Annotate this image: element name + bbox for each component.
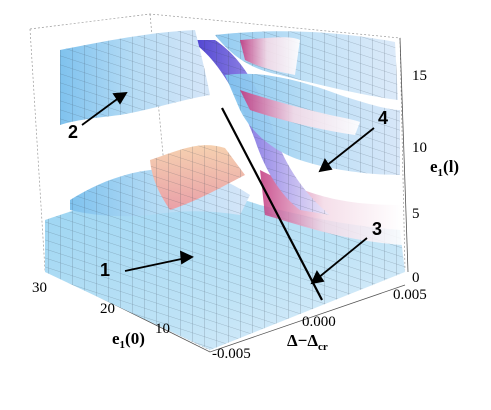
arrow-4: [325, 127, 375, 167]
upper-pink-ridge: [240, 90, 360, 135]
z-axis-label: e1(l): [430, 157, 459, 179]
x-axis-label: e1(0): [112, 329, 145, 351]
arrow-3-head: [310, 270, 325, 285]
z-tick-5: 5: [412, 206, 420, 222]
y-axis-label: Δ−Δcr: [287, 331, 328, 353]
x-tick-10: 10: [155, 321, 170, 337]
arrow-3: [317, 237, 368, 279]
arrow-2-head: [112, 91, 128, 105]
annotation-3: 3: [372, 219, 382, 239]
z-tick-10: 10: [412, 140, 427, 156]
annotation-4: 4: [378, 108, 388, 128]
y-tick-zero: 0.000: [302, 314, 336, 330]
fold-wall-mesh: [150, 145, 245, 210]
axis-frame-right: [399, 37, 409, 273]
x-tick-30: 30: [32, 280, 47, 296]
upper-left-mesh: [60, 30, 210, 125]
x-tick-20: 20: [100, 301, 115, 317]
y-tick-pos: 0.005: [393, 287, 427, 303]
arrow-2: [81, 96, 121, 126]
arrow-1-head: [179, 250, 194, 265]
annotation-1: 1: [100, 260, 110, 280]
critical-line: [221, 107, 323, 301]
annotation-2: 2: [68, 122, 78, 142]
y-tick-neg: -0.005: [212, 346, 251, 362]
z-tick-15: 15: [412, 68, 427, 84]
arrow-4-head: [318, 158, 333, 173]
top-pink-fold: [240, 37, 300, 75]
arrow-1: [124, 257, 187, 272]
z-tick-0: 0: [412, 270, 420, 286]
